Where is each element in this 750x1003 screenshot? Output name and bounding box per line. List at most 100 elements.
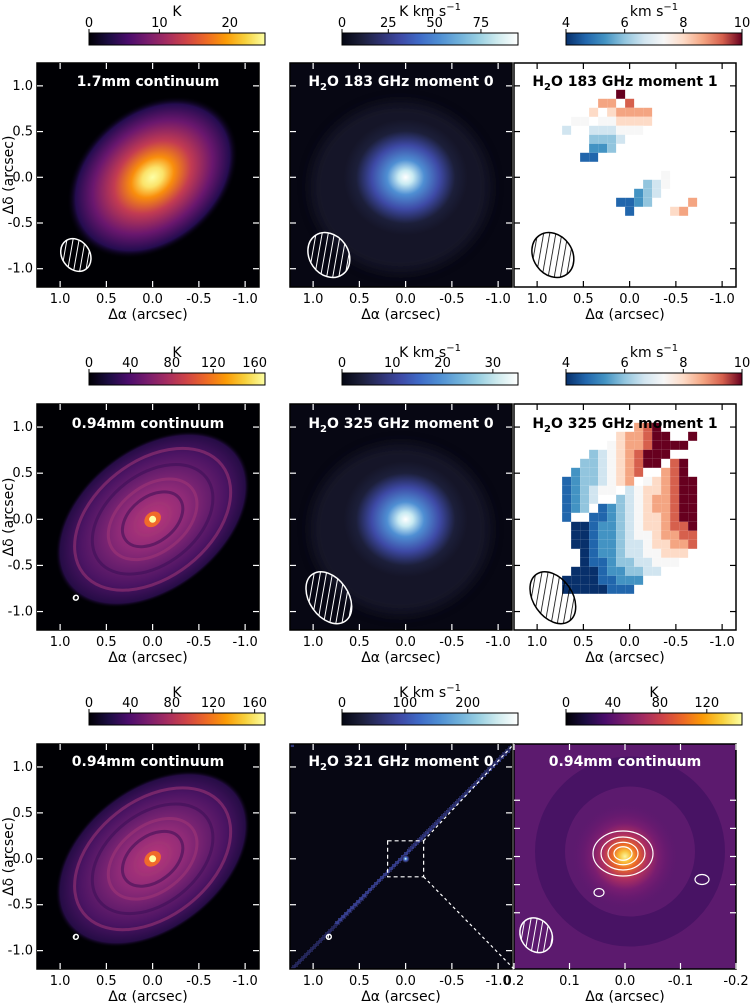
panel-title: 1.7mm continuum bbox=[77, 74, 220, 90]
velocity-pixel bbox=[652, 422, 662, 432]
velocity-pixel bbox=[661, 440, 671, 450]
velocity-pixel bbox=[625, 539, 635, 549]
noise-pixel bbox=[362, 894, 366, 897]
colorbar-bar bbox=[565, 32, 743, 46]
x-tick-label: 0.5 bbox=[349, 635, 370, 650]
velocity-pixel bbox=[607, 440, 617, 450]
velocity-pixel bbox=[589, 476, 599, 486]
velocity-pixel bbox=[598, 521, 608, 531]
velocity-pixel bbox=[625, 125, 635, 135]
y-tick-label: -0.5 bbox=[8, 898, 33, 913]
panel-8: H2O 321 GHz moment 0 1.0 0.5 0.0 -0.5 -1.0 Δα … bbox=[289, 683, 519, 1003]
velocity-pixel bbox=[607, 575, 617, 585]
contour bbox=[592, 830, 654, 877]
velocity-pixel bbox=[661, 485, 671, 495]
noise-pixel bbox=[301, 956, 305, 959]
colorbar-tick-label: 4 bbox=[562, 16, 570, 31]
x-tick-label: -1.0 bbox=[485, 974, 510, 989]
velocity-pixel bbox=[643, 107, 653, 117]
velocity-pixel bbox=[589, 485, 599, 495]
velocity-pixel bbox=[562, 125, 572, 135]
velocity-pixel bbox=[634, 188, 644, 198]
colorbar-tick-label: 80 bbox=[164, 696, 181, 711]
image-area bbox=[37, 404, 259, 630]
noise-pixel bbox=[383, 873, 387, 876]
x-tick-label: 0.0 bbox=[142, 635, 163, 650]
noise-pixel bbox=[447, 808, 451, 811]
velocity-pixel bbox=[679, 458, 689, 468]
noise-pixel bbox=[304, 953, 308, 956]
colorbar-tick-label: 0 bbox=[338, 696, 346, 711]
axes-frame bbox=[36, 403, 260, 631]
velocity-pixel bbox=[598, 116, 608, 126]
velocity-pixel bbox=[625, 116, 635, 126]
colorbar: 0 40 80 120 K bbox=[562, 685, 743, 726]
velocity-pixel bbox=[607, 134, 617, 144]
y-axis-label: Δδ (arcsec) bbox=[1, 817, 17, 896]
image-area bbox=[514, 404, 736, 630]
x-tick-label: -0.5 bbox=[663, 292, 688, 307]
x-tick-label: 0.5 bbox=[573, 292, 594, 307]
panel-title: H2O 183 GHz moment 1 bbox=[532, 74, 717, 93]
velocity-pixel bbox=[661, 170, 671, 180]
velocity-pixel bbox=[562, 512, 572, 522]
image-area bbox=[290, 404, 512, 630]
x-tick-label: 0.0 bbox=[395, 292, 416, 307]
colorbar-tick-label: 120 bbox=[694, 696, 719, 711]
velocity-pixel bbox=[661, 521, 671, 531]
velocity-pixel bbox=[661, 548, 671, 558]
velocity-pixel bbox=[589, 566, 599, 576]
velocity-pixel bbox=[634, 575, 644, 585]
velocity-pixel bbox=[571, 116, 581, 126]
velocity-pixel bbox=[589, 548, 599, 558]
x-tick-label: 0.1 bbox=[559, 974, 580, 989]
zoom-ring bbox=[535, 756, 725, 947]
velocity-pixel bbox=[589, 584, 599, 594]
image-area bbox=[290, 744, 512, 969]
velocity-pixel bbox=[571, 575, 581, 585]
velocity-pixel bbox=[679, 206, 689, 216]
velocity-pixel bbox=[634, 422, 644, 432]
velocity-pixel bbox=[607, 449, 617, 459]
velocity-pixel bbox=[670, 458, 680, 468]
colorbar-tick-label: 160 bbox=[242, 696, 267, 711]
noise-pixel bbox=[398, 858, 402, 861]
velocity-pixel bbox=[607, 557, 617, 567]
velocity-pixel bbox=[634, 503, 644, 513]
colorbar-bar bbox=[565, 712, 743, 726]
velocity-pixel bbox=[580, 548, 590, 558]
noise-pixel bbox=[481, 773, 485, 776]
velocity-pixel bbox=[652, 458, 662, 468]
velocity-pixel bbox=[580, 116, 590, 126]
velocity-pixel bbox=[652, 179, 662, 189]
x-tick-label: -0.5 bbox=[663, 635, 688, 650]
x-tick-label: 0.0 bbox=[395, 635, 416, 650]
colorbar-tick-label: 120 bbox=[201, 696, 226, 711]
colorbar-tick-label: 0 bbox=[562, 696, 570, 711]
noise-pixel bbox=[462, 793, 466, 796]
velocity-pixel bbox=[562, 575, 572, 585]
noise-pixel bbox=[487, 767, 491, 770]
velocity-pixel bbox=[571, 530, 581, 540]
velocity-pixel bbox=[580, 539, 590, 549]
x-axis-label: Δα (arcsec) bbox=[585, 307, 665, 323]
beam-ellipse bbox=[531, 231, 575, 279]
x-tick-label: 1.0 bbox=[527, 635, 548, 650]
x-tick-label: -0.5 bbox=[186, 292, 211, 307]
velocity-pixel bbox=[616, 557, 626, 567]
panel-7: 0.94mm continuum 1.0 0.5 0.0 -0.5 -1.0 1.0 0.5 0… bbox=[1, 685, 267, 1003]
velocity-pixel bbox=[679, 530, 689, 540]
velocity-pixel bbox=[652, 530, 662, 540]
colorbar-tick-label: 80 bbox=[164, 356, 181, 371]
x-tick-label: 0.0 bbox=[395, 974, 416, 989]
y-tick-label: -1.0 bbox=[8, 262, 33, 277]
velocity-pixel bbox=[607, 476, 617, 486]
colorbar-tick-label: 40 bbox=[122, 356, 139, 371]
emission-blob bbox=[67, 96, 239, 259]
panel-title: H2O 325 GHz moment 1 bbox=[532, 416, 717, 435]
noise-pixel bbox=[490, 764, 494, 767]
velocity-pixel bbox=[580, 575, 590, 585]
velocity-pixel bbox=[616, 116, 626, 126]
velocity-pixel bbox=[616, 107, 626, 117]
x-tick-label: -1.0 bbox=[232, 974, 257, 989]
